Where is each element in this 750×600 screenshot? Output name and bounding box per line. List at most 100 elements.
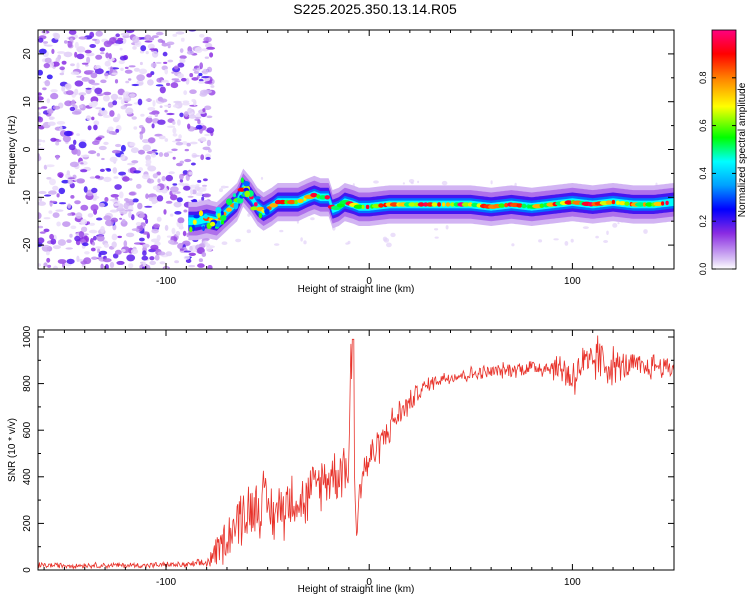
spectrogram-noise-blob [53, 32, 60, 40]
spectrogram-noise-blob [38, 263, 42, 267]
spectrogram-ridge-peak [645, 202, 654, 207]
spectrogram-speckle [434, 236, 439, 239]
spectrogram-noise-blob [190, 162, 196, 166]
spectrogram-speckle [235, 238, 242, 243]
spectrogram-noise-blob [124, 103, 133, 107]
spectrogram-noise-blob [201, 252, 207, 257]
spectrogram-ridge-peak [498, 203, 506, 208]
spectrogram-noise-blob [186, 142, 191, 147]
spectrogram-noise-blob [113, 203, 120, 207]
spectrogram-noise-blob [76, 178, 85, 184]
spectrogram-noise-blob [131, 160, 139, 164]
spectrogram-ridge-blob [220, 215, 227, 222]
spectrogram-noise-blob [182, 101, 190, 106]
spectrogram-noise-blob [104, 60, 111, 67]
spectrogram-noise-blob [175, 31, 185, 35]
spectrogram-noise-blob [92, 100, 98, 107]
y-tick-label: 200 [22, 515, 33, 532]
spectrogram-noise-blob [152, 35, 159, 39]
spectrogram-noise-blob [38, 143, 42, 146]
spectrogram-speckle [441, 180, 448, 186]
spectrogram-noise-blob [57, 51, 66, 54]
spectrogram-noise-blob [194, 186, 201, 191]
spectrogram-noise-blob [171, 78, 180, 81]
spectrogram-noise-blob [69, 233, 73, 238]
spectrogram-noise-blob [65, 247, 73, 250]
spectrogram-noise-blob [95, 175, 101, 179]
spectrogram-noise-blob [145, 116, 153, 124]
spectrogram-noise-blob [114, 184, 122, 190]
spectrogram-noise-blob [195, 124, 203, 130]
spectrogram-noise-blob [179, 48, 184, 53]
spectrogram-noise-blob [112, 167, 118, 174]
spectrogram-noise-blob [177, 62, 185, 68]
colorbar-tick-label: 0.8 [698, 72, 708, 85]
spectrogram-noise-blob [64, 40, 68, 44]
spectrogram-speckle [511, 243, 515, 247]
spectrogram-noise-blob [179, 173, 184, 180]
spectrogram-noise-blob [136, 183, 142, 189]
spectrogram-noise-blob [70, 195, 75, 199]
spectrogram-noise-blob [109, 110, 115, 117]
spectrogram-noise-blob [57, 172, 64, 178]
spectrogram-noise-blob [167, 59, 174, 63]
spectrogram-speckle [595, 235, 599, 239]
spectrogram-noise-blob [169, 213, 174, 217]
spectrogram-speckle [347, 240, 351, 245]
colorbar-label: Normalized spectral amplitude [737, 82, 748, 217]
spectrogram-ridge-peak [294, 199, 298, 205]
spectrogram-noise-blob [91, 82, 100, 86]
spectrogram-noise-blob [100, 263, 104, 269]
spectrogram-noise-blob [104, 264, 109, 269]
spectrogram-ridge-blob [264, 208, 270, 215]
spectrogram-noise-blob [117, 37, 124, 42]
spectrogram-noise-blob [89, 176, 96, 179]
spectrogram-noise-blob [166, 112, 175, 116]
spectrogram-noise-blob [151, 123, 155, 129]
spectrogram-noise-blob [76, 53, 85, 60]
spectrogram-noise-blob [118, 171, 126, 176]
spectrogram-ridge-blob [189, 226, 193, 233]
spectrogram-noise-blob [118, 60, 125, 65]
spectrogram-noise-blob [149, 112, 156, 115]
spectrogram-noise-blob [137, 202, 143, 210]
spectrogram-noise-blob [91, 116, 95, 121]
spectrogram-noise-blob [78, 92, 87, 96]
colorbar-scale [711, 29, 737, 270]
spectrogram-noise-blob [120, 99, 125, 105]
spectrogram-ridge-blob [226, 198, 233, 206]
spectrogram-noise-blob [160, 98, 168, 103]
spectrogram-noise-blob [94, 87, 103, 95]
spectrogram-noise-blob [44, 194, 52, 197]
spectrogram-noise-blob [102, 95, 110, 102]
spectrogram-noise-blob [103, 91, 112, 96]
spectrogram-noise-blob [102, 258, 112, 263]
spectrogram-noise-blob [150, 244, 159, 250]
spectrogram-noise-blob [115, 249, 122, 255]
spectrogram-noise-blob [191, 98, 196, 103]
spectrogram-noise-blob [125, 107, 134, 115]
spectrogram-noise-blob [130, 147, 139, 154]
spectrogram-noise-blob [159, 261, 166, 265]
spectrogram-noise-blob [44, 79, 51, 87]
spectrogram-noise-blob [38, 116, 44, 123]
spectrogram-noise-blob [188, 252, 196, 256]
spectrogram-speckle [386, 242, 392, 248]
spectrogram-noise-blob [95, 54, 103, 60]
spectrogram-noise-blob [203, 193, 212, 198]
spectrogram-noise-blob [48, 116, 55, 120]
spectrogram-ridge-blob [217, 212, 221, 219]
spectrogram-noise-blob [202, 186, 207, 192]
spectrogram-noise-blob [86, 115, 92, 121]
spectrogram-noise-blob [128, 211, 132, 218]
spectrogram-noise-blob [95, 246, 102, 249]
spectrogram-ridge-blob [198, 210, 204, 217]
spectrogram-ridge-blob [203, 214, 208, 219]
spectrogram-noise-blob [83, 186, 88, 193]
spectrogram-noise-blob [155, 84, 164, 87]
spectrogram-noise-blob [145, 193, 149, 199]
spectrogram-noise-blob [51, 48, 55, 55]
spectrogram-noise-blob [200, 136, 207, 141]
spectrogram-noise-blob [147, 43, 155, 50]
